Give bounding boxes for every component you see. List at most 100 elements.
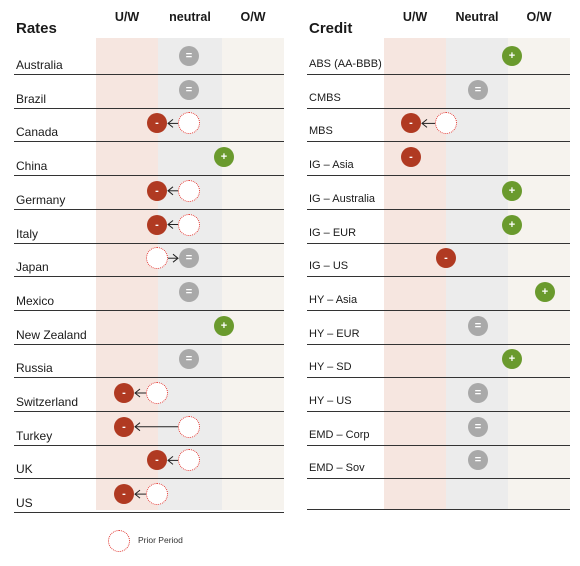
rates-row-label: China: [16, 159, 48, 174]
transition-arrow-head: [167, 456, 174, 465]
transition-arrow-head: [167, 119, 174, 128]
rates-row-label: Switzerland: [16, 395, 79, 409]
neutral-marker: =: [179, 248, 199, 269]
credit-row-label: IG – US: [309, 260, 349, 273]
rates-row-rule: [14, 512, 284, 514]
neutral-marker: =: [468, 416, 488, 437]
transition-arrow-head: [167, 220, 174, 229]
credit-header-neutral: Neutral: [455, 10, 499, 24]
rates-row-label: Mexico: [16, 293, 55, 308]
rates-row-rule: [14, 377, 284, 379]
credit-row-label: ABS (AA-BBB): [309, 58, 382, 70]
prior-period-marker: [146, 247, 168, 270]
rates-row-rule: [14, 411, 284, 412]
transition-arrow-head: [167, 186, 174, 196]
credit-row-rule: [307, 444, 570, 446]
rates-row-label: Japan: [16, 260, 49, 275]
credit-band-overweight: [508, 38, 570, 510]
underweight-marker: -: [401, 113, 421, 134]
transition-arrow-head: [134, 388, 141, 398]
credit-row-label: HY – Asia: [309, 293, 358, 306]
credit-row-label: IG – Asia: [309, 159, 354, 172]
underweight-marker: -: [114, 484, 134, 505]
prior-period-marker: [146, 382, 168, 404]
prior-period-marker: [178, 112, 200, 135]
neutral-marker: =: [179, 46, 199, 66]
neutral-marker: =: [468, 450, 488, 471]
credit-title: Credit: [309, 20, 353, 37]
rates-band-overweight: [222, 38, 284, 510]
rates-row-label: Turkey: [16, 428, 53, 443]
underweight-marker: -: [147, 214, 167, 235]
prior-period-marker: [178, 449, 200, 472]
neutral-marker: =: [468, 383, 488, 403]
rates-row-label: Australia: [16, 58, 63, 72]
overweight-marker: +: [502, 349, 522, 370]
credit-row-rule: [307, 411, 570, 412]
credit-header-uw: U/W: [402, 10, 428, 24]
overweight-marker: +: [214, 315, 234, 336]
prior-period-legend-icon: [108, 530, 130, 552]
rates-header-uw: U/W: [114, 10, 140, 24]
credit-row-rule: [307, 175, 570, 177]
underweight-marker: -: [114, 416, 134, 437]
credit-row-rule: [307, 74, 570, 75]
underweight-marker: -: [401, 147, 421, 168]
rates-row-rule: [14, 343, 284, 345]
credit-row-rule: [307, 377, 570, 379]
prior-period-marker: [435, 112, 457, 135]
overweight-marker: +: [214, 147, 234, 168]
rates-panel: U/W neutral O/W Rates Australia = Brazil = C…: [14, 10, 284, 514]
rates-row-rule: [14, 208, 284, 210]
overweight-marker: +: [502, 214, 522, 235]
neutral-marker: =: [468, 79, 488, 100]
transition-arrow-head: [421, 119, 428, 128]
neutral-marker: =: [179, 349, 199, 370]
rates-row-label: New Zealand: [16, 327, 87, 342]
transition-arrow-head: [134, 489, 141, 499]
rates-header-neutral: neutral: [169, 10, 211, 24]
rates-row-rule: [14, 276, 284, 278]
credit-row-rule: [307, 478, 570, 480]
rates-header-ow: O/W: [240, 10, 266, 24]
neutral-marker: =: [179, 281, 199, 302]
credit-row-label: IG – Australia: [309, 192, 376, 205]
credit-row-rule: [307, 242, 570, 244]
overweight-marker: +: [535, 281, 555, 302]
underweight-marker: -: [436, 248, 456, 269]
prior-period-marker: [146, 483, 168, 506]
neutral-marker: =: [179, 79, 199, 100]
rates-row-label: Canada: [16, 125, 59, 140]
rates-row-rule: [14, 107, 284, 109]
prior-period-marker: [178, 415, 200, 438]
credit-header-ow: O/W: [526, 10, 552, 24]
prior-period-legend-label: Prior Period: [138, 535, 183, 545]
overweight-marker: +: [502, 180, 522, 201]
rates-row-rule: [14, 242, 284, 244]
credit-row-label: EMD – Sov: [309, 462, 365, 475]
credit-row-rule: [307, 276, 570, 278]
neutral-marker: =: [468, 315, 488, 336]
credit-row-rule: [307, 309, 570, 311]
rates-row-rule: [14, 175, 284, 177]
rates-title: Rates: [16, 20, 57, 37]
credit-bottom-rule: [307, 509, 570, 510]
rates-row-label: Germany: [16, 192, 66, 207]
overweight-marker: +: [502, 46, 522, 66]
rates-row-label: US: [16, 496, 33, 511]
transition-arrow-head: [172, 253, 179, 263]
rates-row-rule: [14, 309, 284, 311]
rates-row-rule: [14, 141, 284, 143]
rates-row-label: Brazil: [16, 91, 47, 106]
prior-period-marker: [178, 179, 200, 202]
credit-row-label: HY – US: [309, 395, 352, 407]
credit-row-rule: [307, 107, 570, 109]
credit-row-rule: [307, 208, 570, 210]
transition-arrow-head: [134, 422, 141, 432]
credit-row-rule: [307, 343, 570, 345]
underweight-marker: -: [147, 180, 167, 201]
rates-row-label: Italy: [16, 226, 39, 241]
credit-row-label: HY – SD: [309, 361, 352, 374]
